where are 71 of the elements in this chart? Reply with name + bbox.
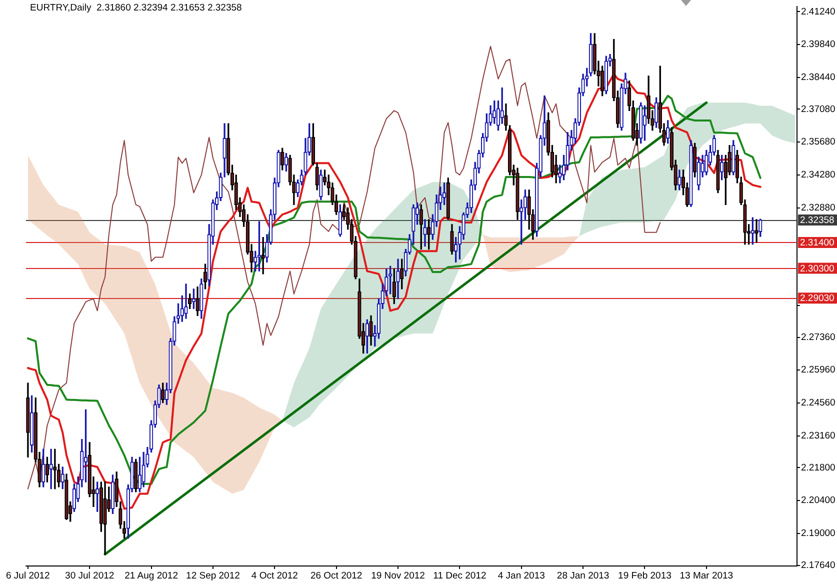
x-tick-label: 19 Nov 2012 (371, 570, 425, 582)
candlestick (693, 142, 697, 178)
x-tick-label: 30 Jul 2012 (65, 570, 114, 582)
candlestick (396, 258, 400, 300)
candlestick (280, 148, 284, 170)
candlestick (427, 219, 431, 250)
candlestick (689, 140, 693, 207)
candlestick (49, 448, 53, 490)
candlestick (369, 315, 373, 346)
x-tick-label: 13 Mar 2013 (680, 570, 734, 582)
candlestick (654, 97, 658, 128)
candlestick (446, 178, 450, 220)
candlestick (30, 395, 34, 453)
x-tick-label: 26 Oct 2012 (310, 570, 362, 582)
y-tick-label: 2.39840 (801, 39, 836, 50)
candlestick (516, 168, 520, 220)
candlestick (754, 219, 758, 243)
candlestick (365, 319, 369, 354)
y-tick-label: 2.19000 (801, 528, 836, 540)
candlestick (200, 278, 204, 319)
y-tick-label: 2.38440 (801, 72, 836, 83)
x-tick-label: 19 Feb 2013 (618, 570, 672, 582)
y-tick-label: 2.20400 (801, 495, 836, 506)
candlestick (110, 474, 115, 514)
ref-line-label: 2.32358 (800, 215, 834, 226)
candlestick (423, 219, 427, 247)
ref-line-label: 2.31400 (800, 238, 834, 249)
x-tick-label: 21 Aug 2012 (124, 570, 178, 582)
candlestick (42, 448, 46, 488)
x-tick-label: 4 Jan 2013 (498, 570, 545, 582)
candlestick (678, 170, 682, 190)
x-tick-label: 6 Jul 2012 (6, 570, 50, 582)
y-tick-label: 2.27360 (801, 332, 836, 343)
y-tick-label: 2.34280 (801, 170, 836, 181)
ref-line-label: 2.30300 (800, 263, 834, 274)
candlestick (103, 482, 107, 555)
candlestick (716, 150, 720, 194)
y-tick-label: 2.37080 (801, 104, 836, 115)
candlestick (319, 170, 323, 200)
y-tick-label: 2.24560 (801, 398, 836, 409)
candlestick (388, 266, 392, 294)
candlestick (758, 218, 762, 237)
y-tick-label: 2.21800 (801, 462, 836, 474)
x-tick-label: 11 Dec 2012 (433, 570, 486, 582)
x-tick-label: 4 Oct 2012 (251, 570, 298, 582)
candlestick (45, 456, 50, 482)
y-tick-label: 2.17640 (801, 560, 836, 571)
candlestick (750, 217, 754, 245)
candlestick (26, 382, 30, 458)
candlestick (60, 466, 64, 490)
candlestick (666, 120, 670, 144)
y-tick-label: 2.25960 (801, 364, 836, 376)
candlestick (134, 458, 138, 492)
y-tick-label: 2.41240 (801, 6, 836, 18)
y-tick-label: 2.35680 (801, 136, 836, 148)
chart-title: EURTRY,Daily 2.31860 2.32394 2.31653 2.32358 (30, 2, 242, 14)
x-tick-label: 12 Sep 2012 (186, 570, 240, 582)
candlestick (732, 140, 736, 176)
candlestick (604, 56, 608, 94)
candlestick (450, 224, 454, 255)
candlestick (696, 156, 701, 190)
y-tick-label: 2.32880 (801, 202, 836, 214)
candlestick (53, 448, 57, 490)
candlestick (64, 474, 68, 520)
y-tick-label: 2.23160 (801, 430, 836, 442)
ref-line-label: 2.29030 (800, 293, 834, 304)
candlestick (196, 286, 200, 316)
candlestick (392, 268, 396, 304)
candlestick (338, 204, 342, 237)
candlestick (184, 284, 188, 319)
x-tick-label: 28 Jan 2013 (556, 570, 610, 582)
